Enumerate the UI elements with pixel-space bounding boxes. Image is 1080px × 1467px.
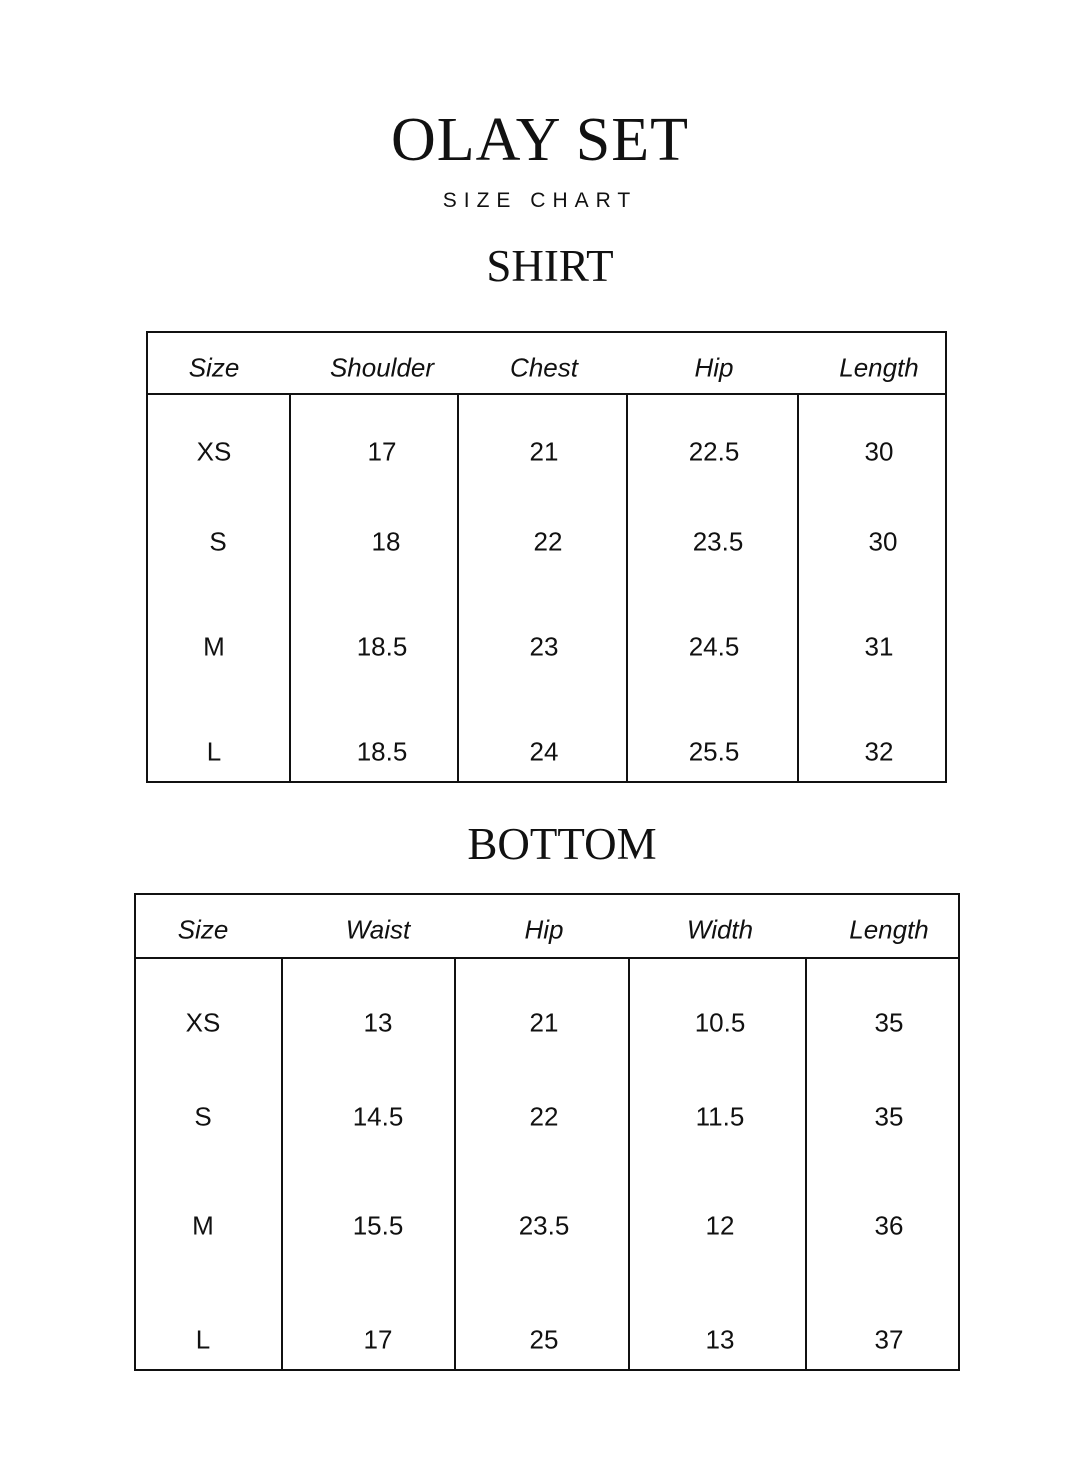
shirt-heading: SHIRT [486, 241, 614, 291]
column-header: Length [849, 914, 929, 945]
table-cell: 18.5 [356, 736, 408, 767]
table-cell: 25 [529, 1324, 559, 1355]
table-cell: 13 [363, 1007, 393, 1038]
table-cell: 12 [705, 1210, 735, 1241]
column-header: Shoulder [329, 352, 435, 383]
table-cell: 35 [874, 1007, 904, 1038]
column-header: Hip [694, 352, 734, 383]
table-cell: 32 [864, 736, 894, 767]
bottom-heading: BOTTOM [467, 819, 657, 869]
column-header: Size [177, 914, 229, 945]
table-cell: 22 [533, 526, 563, 557]
table-cell: 14.5 [352, 1101, 404, 1132]
table-cell: XS [185, 1007, 221, 1038]
header-divider [148, 393, 945, 395]
table-cell: L [206, 736, 222, 767]
table-cell: 18.5 [356, 631, 408, 662]
column-header: Chest [510, 352, 578, 383]
column-divider [454, 957, 456, 1369]
table-cell: 25.5 [688, 736, 740, 767]
column-divider [626, 393, 628, 781]
table-cell: 23 [529, 631, 559, 662]
table-cell: L [195, 1324, 211, 1355]
table-cell: 17 [367, 436, 397, 467]
table-cell: S [194, 1101, 212, 1132]
table-cell: 30 [868, 526, 898, 557]
table-cell: 23.5 [692, 526, 744, 557]
table-cell: S [209, 526, 227, 557]
table-cell: 21 [529, 436, 559, 467]
column-header: Hip [524, 914, 564, 945]
table-cell: 22 [529, 1101, 559, 1132]
table-cell: 18 [371, 526, 401, 557]
column-header: Length [839, 352, 919, 383]
column-divider [457, 393, 459, 781]
table-cell: M [192, 1210, 214, 1241]
header-divider [136, 957, 958, 959]
shirt-size-table: Size Shoulder Chest Hip Length XS 17 21 22.5 30 S 1… [146, 331, 947, 783]
column-divider [289, 393, 291, 781]
column-header: Waist [345, 914, 411, 945]
table-cell: M [203, 631, 225, 662]
table-cell: 23.5 [518, 1210, 570, 1241]
table-cell: 13 [705, 1324, 735, 1355]
table-cell: XS [196, 436, 232, 467]
page-title: OLAY SET [391, 106, 689, 174]
table-cell: 17 [363, 1324, 393, 1355]
table-cell: 22.5 [688, 436, 740, 467]
page-subtitle: SIZE CHART [442, 189, 638, 212]
column-divider [805, 957, 807, 1369]
table-cell: 35 [874, 1101, 904, 1132]
table-cell: 37 [874, 1324, 904, 1355]
column-divider [628, 957, 630, 1369]
table-cell: 10.5 [694, 1007, 746, 1038]
table-cell: 30 [864, 436, 894, 467]
column-header: Width [686, 914, 754, 945]
table-cell: 24 [529, 736, 559, 767]
table-cell: 24.5 [688, 631, 740, 662]
column-divider [281, 957, 283, 1369]
column-header: Size [188, 352, 240, 383]
table-cell: 21 [529, 1007, 559, 1038]
table-cell: 36 [874, 1210, 904, 1241]
table-cell: 11.5 [695, 1101, 745, 1132]
table-cell: 31 [864, 631, 894, 662]
table-cell: 15.5 [352, 1210, 404, 1241]
column-divider [797, 393, 799, 781]
bottom-size-table: Size Waist Hip Width Length XS 13 21 10.5 35 S 14.5… [134, 893, 960, 1371]
